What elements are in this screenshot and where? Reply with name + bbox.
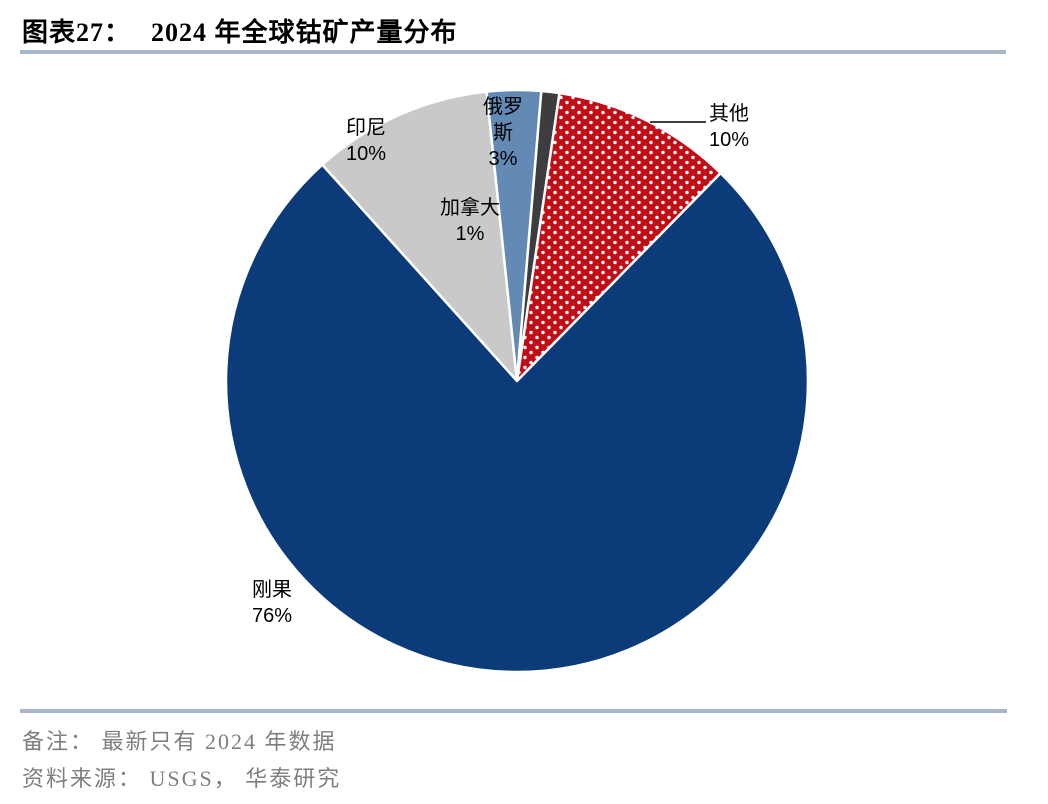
figure-title-text: 2024 年全球钴矿产量分布: [151, 18, 458, 47]
slice-label-canada: 加拿大 1%: [440, 195, 500, 247]
slice-label-indonesia: 印尼 10%: [346, 115, 386, 167]
slice-name-line-congo: 刚果: [252, 579, 292, 601]
slice-percent-indonesia: 10%: [345, 143, 387, 165]
pie-slice-other: [515, 91, 722, 383]
slice-name-line-other: 其他: [709, 103, 749, 125]
slice-label-russia: 俄罗斯 3%: [483, 94, 523, 172]
slice-label-other: 其他 10%: [709, 101, 749, 153]
note-text: 备注： 最新只有 2024 年数据: [22, 729, 337, 754]
slice-name-line-russia: 斯: [493, 122, 513, 144]
slice-percent-congo: 76%: [251, 605, 293, 627]
figure-number-label: 图表27：: [22, 18, 132, 47]
footer-divider: [20, 709, 1007, 713]
pie-slice-indonesia: [321, 90, 519, 383]
slice-percent-russia: 3%: [488, 148, 518, 170]
slice-percent-canada: 1%: [455, 223, 485, 245]
slice-label-congo: 刚果 76%: [252, 577, 292, 629]
slice-percent-other: 10%: [708, 129, 750, 151]
source-text: 资料来源： USGS， 华泰研究: [22, 766, 342, 791]
pie-slice-congo: [224, 163, 810, 674]
figure-title: 图表27： 2024 年全球钴矿产量分布: [22, 12, 458, 49]
slice-name-line-indonesia: 印尼: [346, 117, 386, 139]
slice-name-line-russia: 俄罗: [483, 96, 523, 118]
slice-name-line-canada: 加拿大: [440, 197, 500, 219]
header-divider: [20, 50, 1006, 54]
